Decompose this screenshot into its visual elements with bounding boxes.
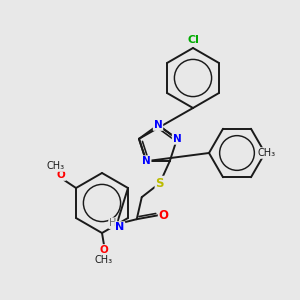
Text: N: N	[115, 222, 124, 232]
Text: N: N	[142, 156, 151, 166]
Text: Cl: Cl	[187, 35, 199, 45]
Text: CH₃: CH₃	[95, 255, 113, 265]
Text: O: O	[159, 209, 169, 222]
Text: CH₃: CH₃	[258, 148, 276, 158]
Text: N: N	[172, 134, 182, 144]
Text: O: O	[57, 170, 65, 180]
Text: H: H	[109, 218, 116, 228]
Text: CH₃: CH₃	[47, 161, 65, 171]
Text: S: S	[155, 177, 164, 190]
Text: O: O	[100, 245, 108, 255]
Text: N: N	[154, 120, 162, 130]
